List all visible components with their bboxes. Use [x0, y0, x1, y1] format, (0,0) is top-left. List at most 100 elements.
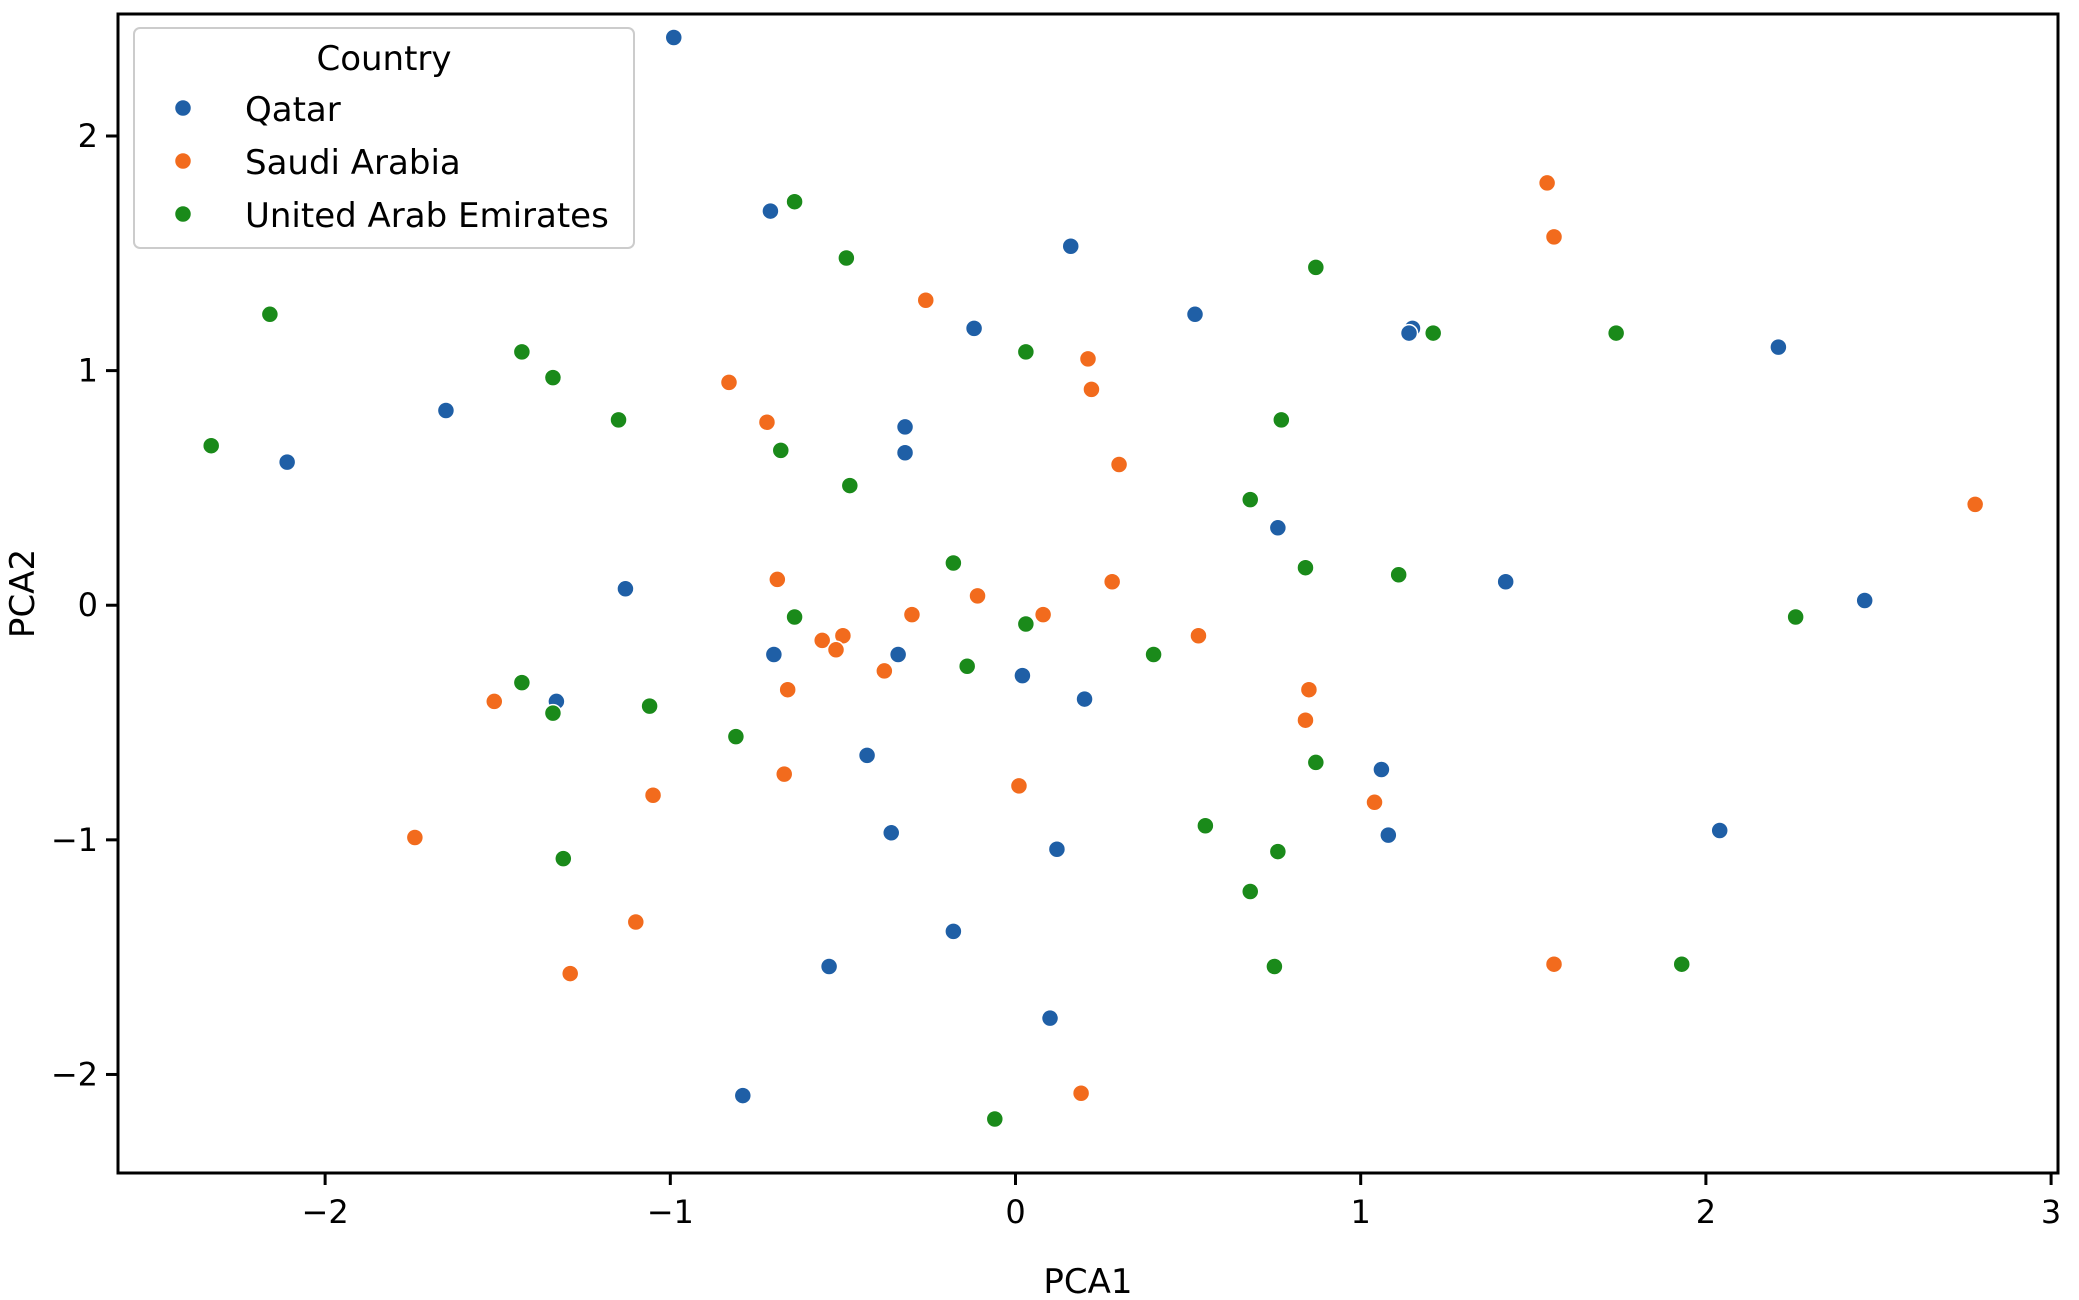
- data-point: [1033, 605, 1053, 624]
- data-point: [1265, 957, 1284, 976]
- data-point: [1071, 1083, 1091, 1103]
- data-point: [260, 305, 280, 324]
- x-tick-label: 2: [1696, 1193, 1716, 1231]
- legend-box: [133, 27, 635, 249]
- series-united-arab-emirates: [201, 192, 1805, 1129]
- data-point: [485, 692, 504, 711]
- data-point: [761, 201, 780, 221]
- data-point: [436, 401, 456, 420]
- data-point: [554, 849, 573, 868]
- data-point: [609, 410, 628, 430]
- data-point: [1240, 490, 1260, 509]
- plot-frame: [116, 12, 2060, 1175]
- data-point: [1016, 342, 1036, 362]
- data-point: [957, 656, 977, 676]
- data-point: [785, 607, 804, 627]
- data-point: [277, 452, 297, 472]
- data-point: [812, 631, 832, 650]
- data-point: [1196, 816, 1215, 836]
- legend-label: Qatar: [245, 90, 341, 130]
- data-point: [826, 640, 846, 660]
- data-point: [719, 373, 739, 392]
- data-point: [985, 1109, 1005, 1129]
- data-point: [1296, 710, 1315, 730]
- data-point: [664, 28, 684, 47]
- legend-label: United Arab Emirates: [245, 196, 609, 236]
- y-tick-label: 0: [78, 586, 98, 624]
- data-point: [560, 964, 580, 983]
- data-point: [1855, 591, 1874, 610]
- data-point: [774, 764, 794, 784]
- data-point: [201, 436, 221, 455]
- data-point: [1544, 227, 1564, 247]
- data-point: [1009, 776, 1029, 796]
- data-point: [902, 605, 922, 624]
- x-axis: −2 −1 0 1 2 3: [302, 1173, 2061, 1231]
- data-point: [1078, 349, 1098, 369]
- data-point: [1769, 337, 1788, 357]
- legend-items: Qatar Saudi Arabia United Arab Emirates: [173, 90, 609, 236]
- data-point: [857, 746, 877, 765]
- data-point: [1061, 237, 1080, 256]
- data-point: [1372, 760, 1391, 779]
- data-point: [1606, 323, 1626, 343]
- data-point: [1306, 753, 1326, 772]
- y-axis-label: PCA2: [3, 549, 43, 638]
- data-point: [1075, 689, 1094, 709]
- data-point: [964, 319, 984, 338]
- data-point: [1272, 410, 1291, 430]
- data-point: [1102, 572, 1122, 592]
- data-point: [1399, 323, 1419, 343]
- data-point: [875, 661, 894, 681]
- data-point: [881, 823, 901, 843]
- data-point: [916, 290, 936, 310]
- data-point: [1306, 258, 1326, 277]
- x-tick-label: 1: [1351, 1193, 1371, 1231]
- x-tick-label: 0: [1005, 1193, 1025, 1231]
- y-axis: −2 −1 0 1 2: [51, 117, 118, 1093]
- data-point: [1013, 666, 1032, 685]
- y-tick-label: 2: [78, 117, 98, 155]
- data-point: [1240, 882, 1260, 901]
- legend: Country Qatar Saudi Arabia United Arab Emi…: [133, 27, 635, 249]
- y-tick-label: −2: [51, 1055, 98, 1093]
- data-point: [819, 957, 839, 976]
- series-qatar: [277, 28, 1874, 1105]
- data-point: [1299, 680, 1319, 699]
- data-point: [1144, 645, 1163, 664]
- data-point: [726, 727, 746, 746]
- data-point: [626, 912, 646, 932]
- y-tick-label: −1: [51, 821, 98, 859]
- data-point: [895, 417, 915, 437]
- series-saudi-arabia: [405, 173, 1985, 1103]
- data-point: [1082, 380, 1101, 399]
- x-tick-label: −2: [302, 1193, 349, 1231]
- data-point: [405, 828, 425, 847]
- data-point: [1672, 954, 1691, 974]
- data-point: [895, 443, 915, 462]
- data-point: [1965, 495, 1985, 514]
- data-point: [643, 786, 663, 805]
- data-point: [757, 412, 777, 432]
- data-point: [764, 645, 784, 664]
- data-point: [1365, 793, 1384, 812]
- data-point: [778, 680, 797, 699]
- data-point: [837, 248, 856, 268]
- data-point: [543, 368, 563, 387]
- data-point: [1268, 518, 1288, 538]
- data-point: [1047, 839, 1067, 859]
- data-point: [1016, 614, 1036, 634]
- data-point: [616, 579, 635, 599]
- data-point: [840, 476, 860, 495]
- data-point: [944, 922, 963, 941]
- data-point: [733, 1086, 753, 1105]
- data-point: [771, 441, 791, 460]
- data-point: [1786, 607, 1805, 627]
- legend-marker: [173, 98, 193, 118]
- x-axis-label: PCA1: [1043, 1262, 1132, 1300]
- y-tick-label: 1: [78, 352, 98, 390]
- data-point: [543, 703, 563, 723]
- data-point: [888, 645, 908, 664]
- legend-marker: [173, 151, 193, 171]
- data-point: [768, 570, 787, 589]
